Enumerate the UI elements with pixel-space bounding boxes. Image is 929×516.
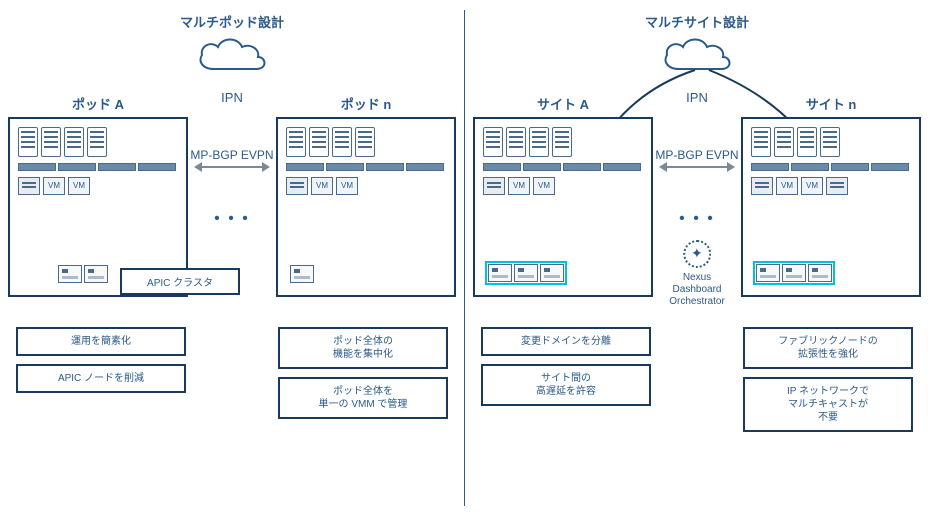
apic-cluster-n bbox=[290, 265, 314, 283]
multipod-title: マルチポッド設計 bbox=[8, 12, 456, 31]
server-icon bbox=[483, 177, 505, 195]
site-n-label: サイト n bbox=[741, 94, 921, 113]
apic-icon bbox=[808, 264, 832, 282]
server-icon bbox=[286, 177, 308, 195]
apic-icon bbox=[84, 265, 108, 283]
vm-icon: VM bbox=[68, 177, 90, 195]
spine-switch bbox=[355, 127, 375, 157]
spine-switch bbox=[774, 127, 794, 157]
spine-switch bbox=[41, 127, 61, 157]
spine-switch bbox=[797, 127, 817, 157]
benefit-box: ファブリックノードの拡張性を強化 bbox=[743, 327, 913, 369]
vm-icon: VM bbox=[311, 177, 333, 195]
pod-n-box: VM VM bbox=[276, 117, 456, 297]
apic-highlight bbox=[485, 261, 567, 285]
leaf-switch bbox=[366, 163, 404, 171]
leaf-switch bbox=[791, 163, 829, 171]
spine-switch bbox=[483, 127, 503, 157]
vm-icon: VM bbox=[801, 177, 823, 195]
apic-icon bbox=[782, 264, 806, 282]
server-icon bbox=[751, 177, 773, 195]
apic-icon bbox=[488, 264, 512, 282]
multisite-title: マルチサイト設計 bbox=[473, 12, 921, 31]
apic-icon bbox=[756, 264, 780, 282]
apic-icon bbox=[290, 265, 314, 283]
spine-switch bbox=[64, 127, 84, 157]
multisite-panel: マルチサイト設計 IPN MP-BGP EVPN • • • NexusDash… bbox=[465, 0, 929, 516]
apic-icon bbox=[514, 264, 538, 282]
benefit-box: ポッド全体を単一の VMM で管理 bbox=[278, 377, 448, 419]
apic-cluster-site-n bbox=[753, 261, 835, 285]
leaf-switch bbox=[326, 163, 364, 171]
vm-icon: VM bbox=[43, 177, 65, 195]
leaf-switch bbox=[603, 163, 641, 171]
spine-switch bbox=[529, 127, 549, 157]
spine-switch bbox=[820, 127, 840, 157]
apic-cluster-site-a bbox=[485, 261, 567, 285]
leaf-switch bbox=[406, 163, 444, 171]
benefit-box: ポッド全体の機能を集中化 bbox=[278, 327, 448, 369]
cloud-icon bbox=[659, 33, 735, 79]
leaf-switch bbox=[18, 163, 56, 171]
leaf-switch bbox=[98, 163, 136, 171]
leaf-switch bbox=[831, 163, 869, 171]
leaf-switch bbox=[523, 163, 561, 171]
cloud-icon bbox=[194, 33, 270, 79]
vm-icon: VM bbox=[776, 177, 798, 195]
multipod-panel: マルチポッド設計 IPN MP-BGP EVPN • • • ポッド A bbox=[0, 0, 464, 516]
cloud-multisite bbox=[473, 33, 921, 84]
leaf-switch bbox=[58, 163, 96, 171]
benefit-box: 変更ドメインを分離 bbox=[481, 327, 651, 356]
pod-a: ポッド A V bbox=[8, 94, 188, 297]
site-n-box: VM VM bbox=[741, 117, 921, 297]
server-icon bbox=[18, 177, 40, 195]
spine-switch bbox=[286, 127, 306, 157]
apic-icon bbox=[58, 265, 82, 283]
site-a-box: VM VM bbox=[473, 117, 653, 297]
site-a: サイト A V bbox=[473, 94, 653, 297]
pod-n-label: ポッド n bbox=[276, 94, 456, 113]
vm-icon: VM bbox=[508, 177, 530, 195]
site-n: サイト n V bbox=[741, 94, 921, 297]
leaf-switch bbox=[138, 163, 176, 171]
benefit-box: サイト間の高遅延を許容 bbox=[481, 364, 651, 406]
spine-switch bbox=[309, 127, 329, 157]
leaf-switch bbox=[483, 163, 521, 171]
spine-switch bbox=[751, 127, 771, 157]
apic-cluster-a bbox=[58, 265, 108, 283]
spine-switch bbox=[506, 127, 526, 157]
apic-highlight bbox=[753, 261, 835, 285]
cloud-multipod bbox=[8, 33, 456, 84]
server-icon bbox=[826, 177, 848, 195]
pod-a-label: ポッド A bbox=[8, 94, 188, 113]
apic-label: APIC クラスタ bbox=[120, 268, 240, 295]
spine-switch bbox=[332, 127, 352, 157]
benefit-box: 運用を簡素化 bbox=[16, 327, 186, 356]
spine-switch bbox=[552, 127, 572, 157]
spine-switch bbox=[18, 127, 38, 157]
vm-icon: VM bbox=[336, 177, 358, 195]
leaf-switch bbox=[286, 163, 324, 171]
leaf-switch bbox=[751, 163, 789, 171]
vm-icon: VM bbox=[533, 177, 555, 195]
apic-icon bbox=[540, 264, 564, 282]
site-a-label: サイト A bbox=[473, 94, 653, 113]
benefit-box: APIC ノードを削減 bbox=[16, 364, 186, 393]
leaf-switch bbox=[563, 163, 601, 171]
spine-switch bbox=[87, 127, 107, 157]
benefit-box: IP ネットワークでマルチキャストが不要 bbox=[743, 377, 913, 432]
leaf-switch bbox=[871, 163, 909, 171]
pod-n: ポッド n V bbox=[276, 94, 456, 297]
